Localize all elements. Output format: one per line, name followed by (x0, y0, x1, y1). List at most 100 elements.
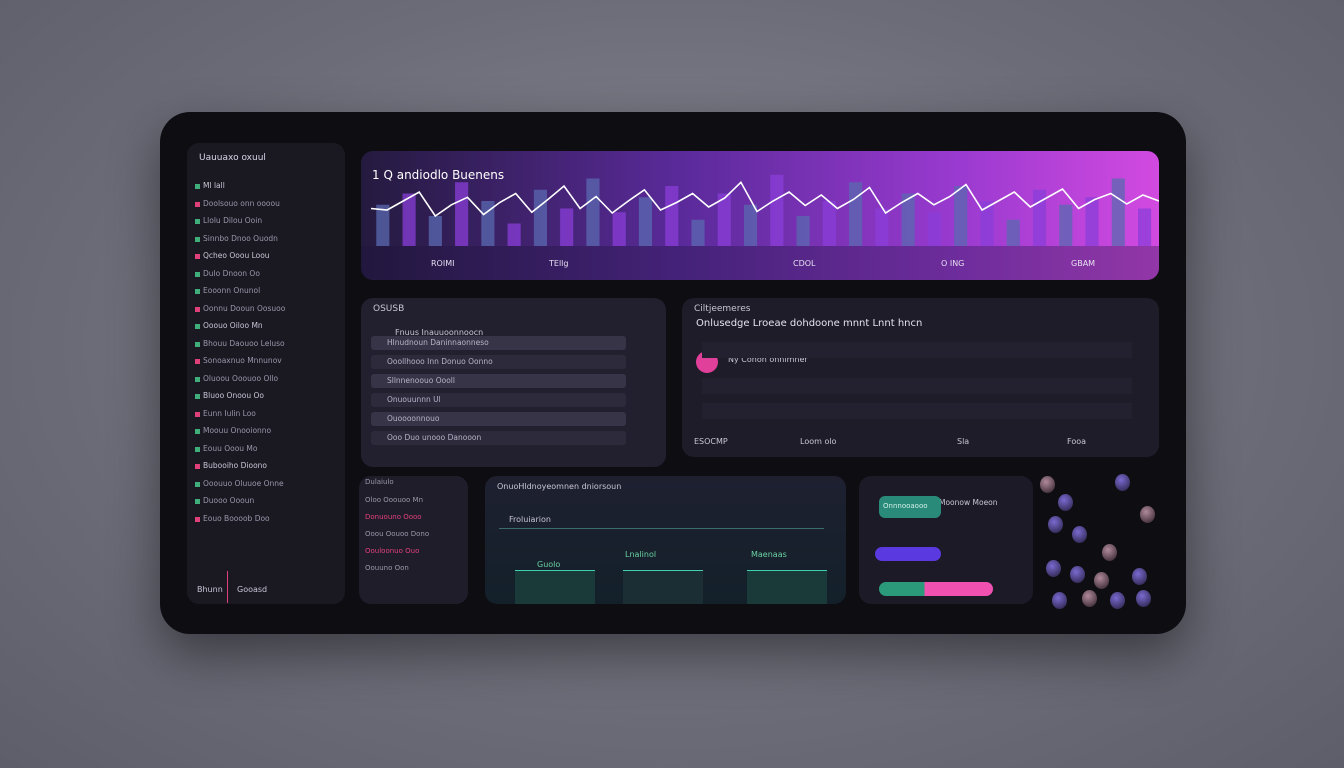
gem (1094, 572, 1109, 589)
label: Moouu Onooionno (203, 426, 272, 435)
label: Loom olo (800, 437, 837, 446)
bullet (195, 254, 200, 259)
trend-line (370, 180, 1159, 218)
label: TEllg (549, 259, 569, 268)
label: Sllnnenoouo Oooll (387, 376, 455, 385)
bar (980, 201, 994, 246)
gem (1046, 560, 1061, 577)
label: Ooouuo Oluuoe Onne (203, 478, 284, 488)
label: Oouuno Oon (365, 564, 409, 572)
label: Ouoooonnouo (387, 414, 440, 423)
gem (1110, 592, 1125, 609)
bar (507, 223, 521, 246)
bullet (195, 446, 200, 452)
bullet (195, 516, 200, 522)
bar (533, 189, 547, 246)
label: 1 Q andiodlo Buenens (372, 168, 505, 182)
bar (1032, 189, 1047, 246)
bullet (195, 201, 200, 207)
input (499, 512, 824, 529)
button[interactable] (879, 582, 993, 596)
button[interactable] (875, 547, 941, 561)
label: OSUSB (373, 304, 405, 314)
card-panel: Moonow Moeon Onnnooaooo (859, 476, 1033, 604)
divider (227, 571, 228, 603)
bullet (195, 394, 200, 399)
log-panel: Dulaiulo Oloo Ooouoo Mn Donuouno Oooo Ooou … (359, 476, 468, 604)
label: Froluiarion (509, 515, 551, 524)
label: Sla (957, 437, 970, 446)
label: Bhunn (197, 585, 223, 594)
list-row (371, 355, 626, 369)
bullet (195, 464, 200, 469)
bullet (195, 359, 200, 364)
label: Sinnbo Dnoo Ouodn (203, 233, 278, 243)
bar (822, 201, 836, 246)
row-line (702, 403, 1132, 419)
label: Ooouo Oiloo Mn (203, 321, 263, 330)
label: Bhouu Daouoo Leluso (203, 338, 285, 348)
list-row (371, 431, 626, 445)
gem (1070, 566, 1085, 583)
gem (1052, 592, 1067, 609)
label: Oluoou Ooouoo Ollo (203, 373, 279, 383)
label: Ny Conon onnimner (728, 355, 808, 364)
label: ROIMI (431, 259, 455, 268)
list-row (371, 336, 626, 350)
label: Fooa (1067, 437, 1087, 446)
label: Fnuus Inauuoonnoocn (395, 328, 484, 337)
label: Ciltjeemeres (694, 304, 751, 314)
list-row (371, 393, 626, 407)
label: OnuoHldnoyeomnen dniorsoun (497, 482, 622, 491)
label: Sonoaxnuo Mnnunov (203, 356, 282, 365)
bar (1085, 197, 1099, 246)
label: Bubooiho Dioono (203, 461, 268, 470)
label: CDOL (793, 259, 816, 268)
bar (1111, 178, 1125, 246)
bar (849, 182, 863, 246)
bar (1137, 208, 1152, 246)
label: Eouo Boooob Doo (203, 513, 270, 523)
label: Ooou Oouoo Dono (365, 530, 430, 538)
bar (954, 186, 968, 246)
bar (796, 216, 810, 246)
bar (402, 193, 416, 246)
list-row (371, 412, 626, 426)
label: Hlnudnoun Daninnaonneso (387, 338, 489, 347)
label: Ml lall (203, 181, 225, 190)
label: Llolu Dilou Ooin (203, 216, 263, 225)
label: Oonnu Dooun Oosuoo (203, 303, 286, 313)
activity-panel: Ciltjeemeres Onlusedge Lroeae dohdoone mn… (682, 298, 1159, 457)
label: Ooollhooo Inn Donuo Oonno (387, 357, 493, 366)
label: Duooo Oooun (203, 496, 255, 505)
bullet (195, 411, 200, 417)
label: Donuouno Oooo (365, 513, 422, 521)
label: Uauuaxo oxuul (199, 153, 266, 163)
label: Bluoo Onoou Oo (203, 391, 265, 400)
label: Onuouunnn Ul (387, 395, 441, 404)
label: Onlusedge Lroeae dohdoone mnnt Lnnt hncn (696, 318, 923, 329)
bullet (195, 429, 200, 434)
bar (455, 182, 469, 246)
bar (901, 193, 915, 246)
banner-chart (361, 174, 1159, 280)
bullet (195, 306, 200, 312)
bullet (195, 236, 200, 242)
bar (717, 193, 731, 246)
label: Gooasd (237, 585, 268, 594)
bar (376, 204, 390, 246)
bar (638, 197, 653, 246)
gem (1058, 494, 1073, 511)
bar (875, 208, 889, 246)
gem (1132, 568, 1147, 585)
column (747, 570, 827, 604)
bar (927, 212, 941, 246)
column (623, 570, 703, 604)
gem (1082, 590, 1097, 607)
gem (1140, 506, 1155, 523)
bullet (195, 184, 200, 189)
bar (743, 204, 758, 246)
label: GBAM (1071, 259, 1096, 268)
bar (560, 208, 574, 246)
